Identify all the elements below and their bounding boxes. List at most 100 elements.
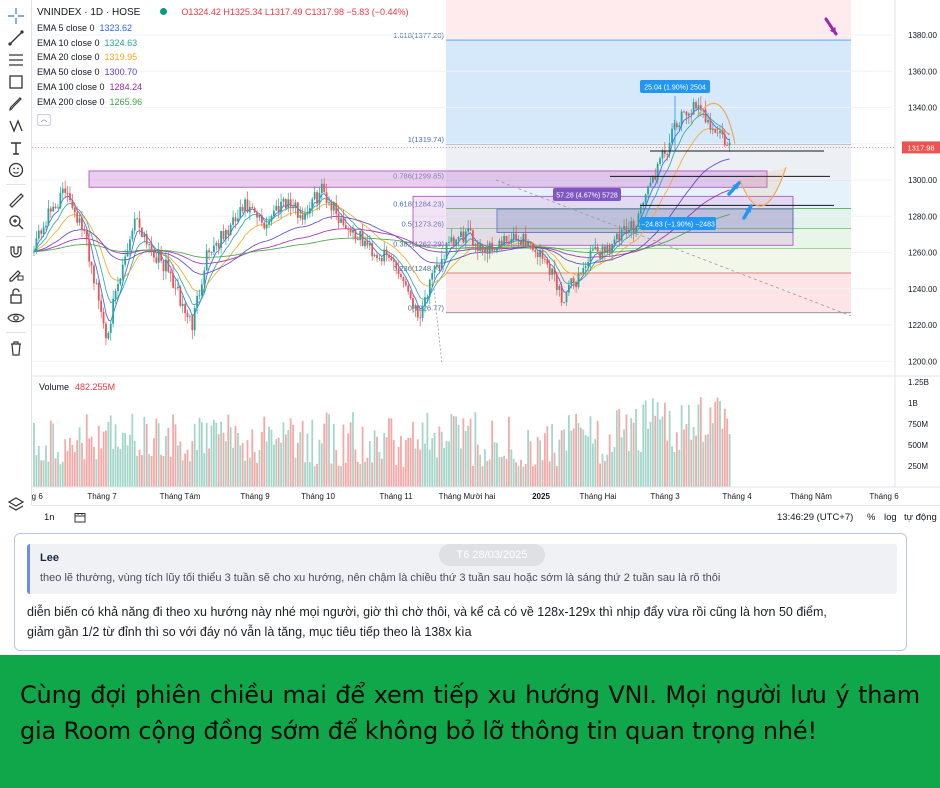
candle-body xyxy=(203,270,206,285)
ema-row[interactable]: EMA 100 close 0 1284.24 xyxy=(37,80,409,95)
volume-bar xyxy=(436,457,438,487)
volume-bar xyxy=(508,416,510,487)
candle-body xyxy=(409,291,412,298)
candle-body xyxy=(426,296,429,298)
auto-toggle[interactable]: tự động xyxy=(904,512,937,523)
symbol-label[interactable]: VNINDEX · 1D · HOSE xyxy=(37,7,141,18)
volume-bar xyxy=(390,418,393,487)
rectangle-icon[interactable] xyxy=(6,72,26,92)
candle-body xyxy=(424,297,426,307)
candle-body xyxy=(419,317,422,319)
candle-body xyxy=(527,241,530,247)
candle-body xyxy=(455,239,458,246)
ema-row[interactable]: EMA 10 close 0 1324.63 xyxy=(37,36,409,51)
clock-time[interactable]: 13:46:29 (UTC+7) xyxy=(777,512,854,523)
volume-bar xyxy=(503,455,506,487)
candle-body xyxy=(205,250,208,271)
candle-body xyxy=(517,240,520,241)
fib-zone xyxy=(446,272,851,313)
candle-body xyxy=(668,142,671,155)
volume-bar xyxy=(661,416,664,487)
eye-icon[interactable] xyxy=(6,308,26,328)
ema-row[interactable]: EMA 20 close 0 1319.95 xyxy=(37,50,409,65)
volume-bar xyxy=(719,401,721,487)
ema-label: EMA 20 close 0 xyxy=(37,52,100,63)
volume-bar xyxy=(107,421,110,487)
candle-body xyxy=(47,208,50,226)
volume-bar xyxy=(421,422,424,487)
lock-drawing-icon[interactable] xyxy=(6,264,26,284)
candle-body xyxy=(258,215,261,218)
volume-bar xyxy=(692,427,695,487)
candle-body xyxy=(647,186,649,195)
lock-icon[interactable] xyxy=(6,286,26,306)
candle-body xyxy=(591,249,594,251)
candle-body xyxy=(414,305,417,309)
text-icon[interactable] xyxy=(6,138,26,158)
volume-bar xyxy=(244,460,246,487)
brush-icon[interactable] xyxy=(6,94,26,114)
volume-bar xyxy=(203,453,206,487)
emoji-icon[interactable] xyxy=(6,160,26,180)
candle-body xyxy=(83,229,86,232)
volume-bar xyxy=(532,466,534,487)
volume-bar xyxy=(651,398,654,487)
candle-body xyxy=(462,231,465,243)
volume-bar xyxy=(659,419,661,487)
volume-bar xyxy=(721,428,724,487)
volume-bar xyxy=(558,439,561,487)
candle-body xyxy=(366,240,369,246)
candle-body xyxy=(532,243,534,251)
volume-bar xyxy=(726,418,729,487)
ema-row[interactable]: EMA 50 close 0 1300.70 xyxy=(37,65,409,80)
trendline-icon[interactable] xyxy=(6,28,26,48)
volume-bar xyxy=(105,430,107,487)
zoom-icon[interactable] xyxy=(6,212,26,232)
price-chart[interactable]: 1.618(1377.20) 1(1319.74) 0.786(1299.85) 0.… xyxy=(32,0,940,505)
candle-body xyxy=(97,282,100,301)
volume-bar xyxy=(702,441,705,487)
volume-bar xyxy=(344,462,347,487)
trash-icon[interactable] xyxy=(6,338,26,358)
ema-row[interactable]: EMA 200 close 0 1265.96 xyxy=(37,95,409,110)
candle-body xyxy=(515,233,518,241)
chart-area[interactable]: 1.618(1377.20) 1(1319.74) 0.786(1299.85) 0.… xyxy=(32,0,940,505)
layers-icon[interactable] xyxy=(6,495,26,515)
pattern-icon[interactable] xyxy=(6,116,26,136)
volume-bar xyxy=(179,441,182,487)
candle-body xyxy=(376,254,378,259)
last-price-label: 1317.98 xyxy=(907,143,934,152)
toolbar-divider xyxy=(6,332,26,333)
range-button[interactable]: 1n xyxy=(44,512,55,523)
percent-toggle[interactable]: % xyxy=(867,512,876,523)
caption-banner: Cùng đợi phiên chiều mai để xem tiếp xu … xyxy=(0,655,940,788)
log-toggle[interactable]: log xyxy=(884,512,897,523)
volume-bar xyxy=(433,432,436,487)
chart-legend: VNINDEX · 1D · HOSE O1324.42 H1325.34 L13… xyxy=(37,5,409,126)
crosshair-icon[interactable] xyxy=(6,6,26,26)
ema-line xyxy=(33,113,730,306)
volume-bar xyxy=(239,445,242,487)
fib-icon[interactable] xyxy=(6,50,26,70)
volume-tick: 250M xyxy=(908,462,928,471)
chevron-up-icon[interactable]: ︿ xyxy=(37,113,51,126)
candle-body xyxy=(500,240,503,246)
volume-bar xyxy=(93,447,95,487)
volume-bar xyxy=(97,425,100,487)
ema-row[interactable]: EMA 5 close 0 1323.62 xyxy=(37,21,409,36)
volume-bar xyxy=(690,439,693,487)
volume-bar xyxy=(649,421,652,487)
volume-value: 482.255M xyxy=(75,382,116,392)
candle-body xyxy=(244,199,246,212)
candle-body xyxy=(54,206,57,209)
volume-bar xyxy=(642,404,645,487)
ruler-icon[interactable] xyxy=(6,190,26,210)
candle-body xyxy=(469,228,472,231)
magnet-icon[interactable] xyxy=(6,242,26,262)
volume-bar xyxy=(464,431,467,487)
candle-body xyxy=(196,295,199,308)
candle-body xyxy=(299,215,302,218)
calendar-icon[interactable] xyxy=(74,512,86,526)
candle-body xyxy=(522,233,525,246)
candle-body xyxy=(150,244,153,251)
